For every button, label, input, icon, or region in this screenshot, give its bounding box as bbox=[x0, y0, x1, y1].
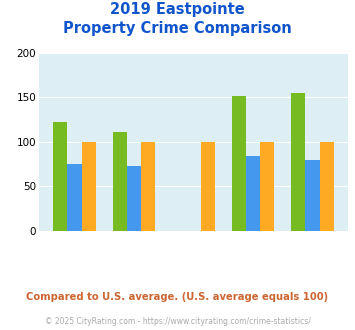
Bar bbox=[291, 93, 305, 231]
Bar bbox=[246, 156, 260, 231]
Bar bbox=[320, 142, 334, 231]
Bar bbox=[260, 142, 274, 231]
Bar bbox=[127, 166, 141, 231]
Text: Compared to U.S. average. (U.S. average equals 100): Compared to U.S. average. (U.S. average … bbox=[26, 292, 329, 302]
Bar bbox=[141, 142, 155, 231]
Bar bbox=[113, 132, 127, 231]
Bar bbox=[305, 160, 320, 231]
Text: © 2025 CityRating.com - https://www.cityrating.com/crime-statistics/: © 2025 CityRating.com - https://www.city… bbox=[45, 317, 310, 326]
Bar bbox=[53, 122, 67, 231]
Bar bbox=[82, 142, 96, 231]
Bar bbox=[231, 96, 246, 231]
Bar bbox=[201, 142, 215, 231]
Text: 2019 Eastpointe: 2019 Eastpointe bbox=[110, 2, 245, 16]
Bar bbox=[67, 164, 82, 231]
Text: Property Crime Comparison: Property Crime Comparison bbox=[63, 21, 292, 36]
